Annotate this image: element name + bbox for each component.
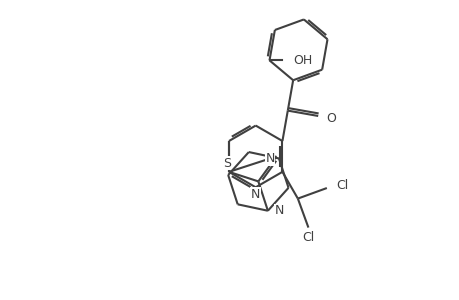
Text: N: N: [265, 152, 274, 165]
Text: Cl: Cl: [302, 230, 314, 244]
Text: S: S: [222, 157, 230, 170]
Text: O: O: [325, 112, 335, 124]
Text: N: N: [274, 204, 283, 217]
Text: Cl: Cl: [336, 179, 348, 192]
Text: N: N: [251, 188, 260, 201]
Text: OH: OH: [292, 54, 312, 67]
